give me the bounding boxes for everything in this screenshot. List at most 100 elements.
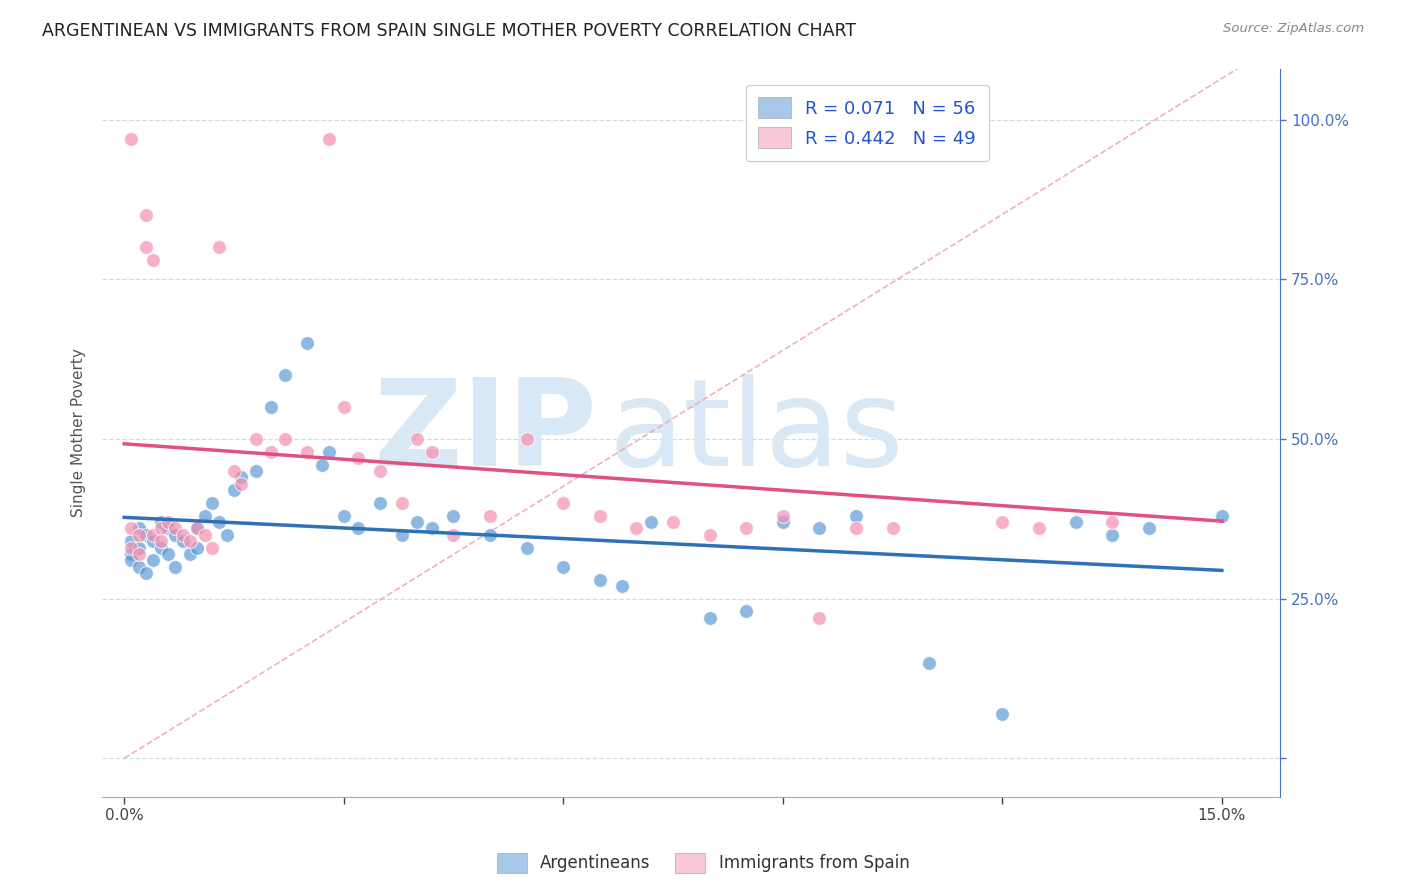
Point <box>274 432 297 446</box>
Point <box>149 521 172 535</box>
Point <box>699 611 721 625</box>
Point <box>172 534 194 549</box>
Point <box>201 541 224 555</box>
Point <box>479 508 502 523</box>
Point <box>1211 508 1233 523</box>
Point <box>443 528 465 542</box>
Point <box>259 444 281 458</box>
Point <box>149 534 172 549</box>
Text: Source: ZipAtlas.com: Source: ZipAtlas.com <box>1223 22 1364 36</box>
Point <box>179 547 201 561</box>
Point <box>735 521 758 535</box>
Point <box>222 483 245 497</box>
Point <box>391 496 413 510</box>
Point <box>222 464 245 478</box>
Point <box>121 521 143 535</box>
Point <box>347 451 370 466</box>
Point <box>128 547 150 561</box>
Point <box>918 656 941 670</box>
Point <box>347 521 370 535</box>
Point <box>332 400 354 414</box>
Point <box>1137 521 1160 535</box>
Point <box>121 547 143 561</box>
Point <box>318 444 340 458</box>
Point <box>165 521 187 535</box>
Point <box>135 209 157 223</box>
Point <box>845 508 868 523</box>
Point <box>259 400 281 414</box>
Point <box>274 368 297 383</box>
Point <box>610 579 633 593</box>
Point <box>1028 521 1050 535</box>
Point <box>882 521 904 535</box>
Point <box>142 534 165 549</box>
Point <box>991 515 1014 529</box>
Point <box>186 521 208 535</box>
Point <box>808 611 831 625</box>
Point <box>135 240 157 254</box>
Point <box>772 515 794 529</box>
Point <box>121 541 143 555</box>
Point <box>208 515 231 529</box>
Point <box>157 515 180 529</box>
Point <box>553 496 575 510</box>
Point <box>194 508 217 523</box>
Point <box>640 515 662 529</box>
Point <box>772 508 794 523</box>
Point <box>1064 515 1087 529</box>
Point <box>142 528 165 542</box>
Point <box>443 508 465 523</box>
Point <box>589 508 612 523</box>
Point <box>368 496 391 510</box>
Point <box>231 470 253 484</box>
Point <box>135 528 157 542</box>
Point <box>1101 515 1123 529</box>
Point <box>186 541 208 555</box>
Point <box>626 521 648 535</box>
Point <box>128 559 150 574</box>
Point <box>179 534 201 549</box>
Point <box>157 547 180 561</box>
Point <box>121 534 143 549</box>
Y-axis label: Single Mother Poverty: Single Mother Poverty <box>72 348 86 517</box>
Point <box>165 559 187 574</box>
Point <box>991 706 1014 721</box>
Point <box>121 553 143 567</box>
Text: ZIP: ZIP <box>374 374 598 491</box>
Point <box>128 541 150 555</box>
Point <box>135 566 157 581</box>
Text: ARGENTINEAN VS IMMIGRANTS FROM SPAIN SINGLE MOTHER POVERTY CORRELATION CHART: ARGENTINEAN VS IMMIGRANTS FROM SPAIN SIN… <box>42 22 856 40</box>
Point <box>420 444 443 458</box>
Point <box>149 515 172 529</box>
Point <box>245 464 267 478</box>
Point <box>516 541 538 555</box>
Legend: Argentineans, Immigrants from Spain: Argentineans, Immigrants from Spain <box>489 847 917 880</box>
Point <box>918 132 941 146</box>
Point <box>172 528 194 542</box>
Point <box>332 508 354 523</box>
Point <box>128 521 150 535</box>
Point <box>699 528 721 542</box>
Point <box>165 528 187 542</box>
Point <box>149 541 172 555</box>
Point <box>420 521 443 535</box>
Point <box>121 132 143 146</box>
Point <box>406 432 429 446</box>
Point <box>406 515 429 529</box>
Point <box>231 476 253 491</box>
Point <box>245 432 267 446</box>
Point <box>808 521 831 535</box>
Text: atlas: atlas <box>609 374 904 491</box>
Point <box>208 240 231 254</box>
Point <box>735 604 758 618</box>
Point <box>215 528 238 542</box>
Point <box>311 458 333 472</box>
Point <box>318 132 340 146</box>
Point <box>391 528 413 542</box>
Point <box>845 521 868 535</box>
Point <box>589 573 612 587</box>
Point <box>295 336 318 351</box>
Point <box>201 496 224 510</box>
Point <box>142 253 165 268</box>
Point <box>295 444 318 458</box>
